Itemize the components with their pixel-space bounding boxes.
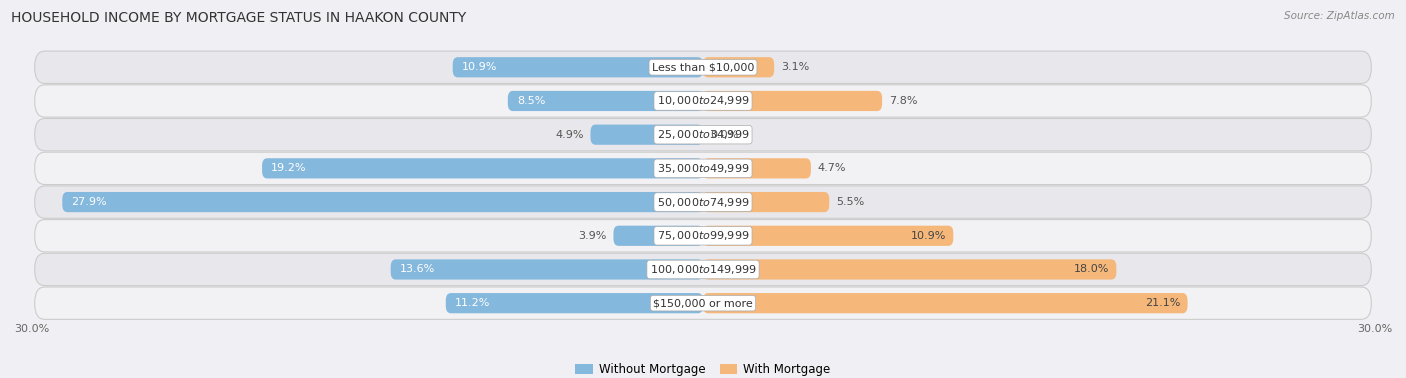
FancyBboxPatch shape xyxy=(35,118,1371,151)
Text: 30.0%: 30.0% xyxy=(14,324,49,334)
Text: $25,000 to $34,999: $25,000 to $34,999 xyxy=(657,128,749,141)
FancyBboxPatch shape xyxy=(703,57,775,77)
FancyBboxPatch shape xyxy=(62,192,703,212)
FancyBboxPatch shape xyxy=(35,152,1371,184)
Text: 3.1%: 3.1% xyxy=(782,62,810,72)
Text: 10.9%: 10.9% xyxy=(461,62,498,72)
Text: Less than $10,000: Less than $10,000 xyxy=(652,62,754,72)
FancyBboxPatch shape xyxy=(703,158,811,178)
FancyBboxPatch shape xyxy=(703,192,830,212)
Text: 11.2%: 11.2% xyxy=(456,298,491,308)
Text: $75,000 to $99,999: $75,000 to $99,999 xyxy=(657,229,749,242)
Text: 3.9%: 3.9% xyxy=(578,231,606,241)
FancyBboxPatch shape xyxy=(703,293,1188,313)
Text: $100,000 to $149,999: $100,000 to $149,999 xyxy=(650,263,756,276)
Text: 27.9%: 27.9% xyxy=(72,197,107,207)
FancyBboxPatch shape xyxy=(613,226,703,246)
Text: 0.0%: 0.0% xyxy=(710,130,738,139)
Text: 13.6%: 13.6% xyxy=(399,265,434,274)
FancyBboxPatch shape xyxy=(35,51,1371,84)
Text: 4.7%: 4.7% xyxy=(818,163,846,174)
FancyBboxPatch shape xyxy=(703,259,1116,280)
Text: 8.5%: 8.5% xyxy=(517,96,546,106)
FancyBboxPatch shape xyxy=(453,57,703,77)
Text: 7.8%: 7.8% xyxy=(889,96,918,106)
Text: 5.5%: 5.5% xyxy=(837,197,865,207)
FancyBboxPatch shape xyxy=(703,91,882,111)
Text: 30.0%: 30.0% xyxy=(1357,324,1392,334)
Text: 10.9%: 10.9% xyxy=(911,231,946,241)
Legend: Without Mortgage, With Mortgage: Without Mortgage, With Mortgage xyxy=(571,358,835,378)
FancyBboxPatch shape xyxy=(703,226,953,246)
Text: 19.2%: 19.2% xyxy=(271,163,307,174)
Text: 18.0%: 18.0% xyxy=(1074,265,1109,274)
FancyBboxPatch shape xyxy=(262,158,703,178)
Text: 4.9%: 4.9% xyxy=(555,130,583,139)
FancyBboxPatch shape xyxy=(35,287,1371,319)
FancyBboxPatch shape xyxy=(35,85,1371,117)
Text: HOUSEHOLD INCOME BY MORTGAGE STATUS IN HAAKON COUNTY: HOUSEHOLD INCOME BY MORTGAGE STATUS IN H… xyxy=(11,11,467,25)
FancyBboxPatch shape xyxy=(35,220,1371,252)
Text: Source: ZipAtlas.com: Source: ZipAtlas.com xyxy=(1284,11,1395,21)
FancyBboxPatch shape xyxy=(446,293,703,313)
FancyBboxPatch shape xyxy=(391,259,703,280)
FancyBboxPatch shape xyxy=(35,253,1371,286)
Text: 21.1%: 21.1% xyxy=(1146,298,1181,308)
Text: $35,000 to $49,999: $35,000 to $49,999 xyxy=(657,162,749,175)
Text: $150,000 or more: $150,000 or more xyxy=(654,298,752,308)
FancyBboxPatch shape xyxy=(591,125,703,145)
FancyBboxPatch shape xyxy=(35,186,1371,218)
FancyBboxPatch shape xyxy=(508,91,703,111)
Text: $10,000 to $24,999: $10,000 to $24,999 xyxy=(657,94,749,107)
Text: $50,000 to $74,999: $50,000 to $74,999 xyxy=(657,195,749,209)
